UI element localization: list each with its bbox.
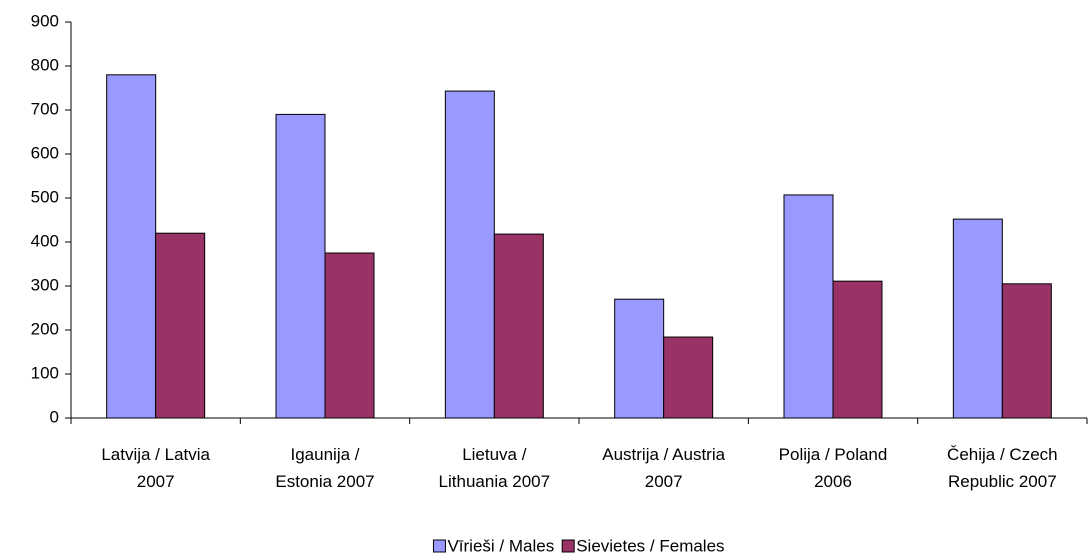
y-tick-label: 500 [31,187,59,206]
x-tick-label: Lietuva / Lithuania 2007 [439,445,551,491]
y-tick-label: 800 [31,55,59,74]
legend-swatch [561,539,575,553]
bar [106,74,157,419]
y-tick-label: 300 [31,275,59,294]
x-tick-label: Austrija / Austria 2007 [602,445,725,491]
y-tick-label: 700 [31,99,59,118]
x-tick-label: Latvija / Latvia 2007 [101,445,210,491]
bar [275,113,326,419]
bar [324,252,375,419]
legend: Vīrieši / Males Sievietes / Females [432,536,725,555]
bar [832,280,883,419]
bar [783,194,834,419]
bar [155,232,206,419]
y-tick-label: 400 [31,231,59,250]
x-tick-label: Polija / Poland 2006 [779,445,888,491]
y-tick-label: 100 [31,363,59,382]
x-tick-label: Igaunija / Estonia 2007 [275,445,374,491]
y-tick-label: 200 [31,319,59,338]
bar [493,233,544,419]
x-tick-label: Čehija / Czech Republic 2007 [947,445,1058,491]
legend-label: Sievietes / Females [576,536,724,555]
legend-swatch [432,539,446,553]
y-tick-label: 600 [31,143,59,162]
bar [444,90,495,419]
bar [952,218,1003,419]
legend-label: Vīrieši / Males [447,536,554,555]
y-tick-label: 0 [50,407,59,426]
y-tick-label: 900 [31,11,59,30]
bar [663,336,714,419]
bar [614,298,665,419]
bar [1001,283,1052,419]
